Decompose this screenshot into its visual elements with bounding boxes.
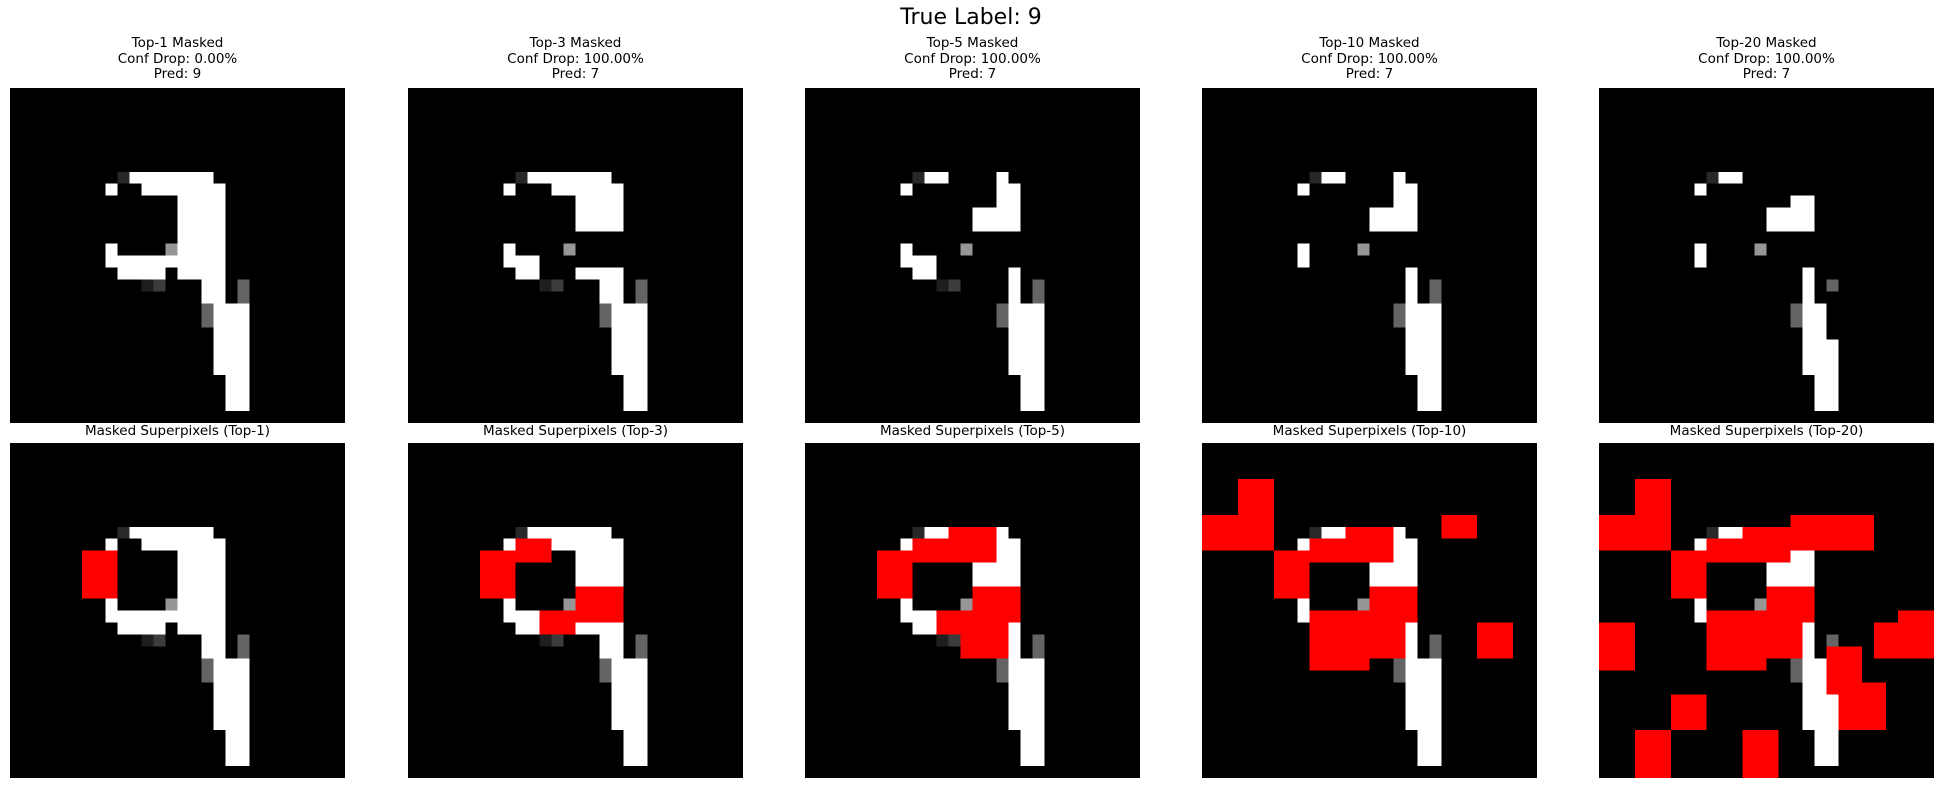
top-panel-title: Top-10 Masked Conf Drop: 100.00% Pred: 7 [1301, 35, 1438, 82]
bottom-panel-title: Masked Superpixels (Top-3) [482, 423, 669, 439]
masked-image [408, 88, 743, 423]
bottom-panel-title: Masked Superpixels (Top-1) [84, 423, 271, 439]
masked-image [1202, 88, 1537, 423]
superpixel-mask-image [1202, 443, 1537, 778]
top-panel-title: Top-3 Masked Conf Drop: 100.00% Pred: 7 [507, 35, 644, 82]
superpixel-mask-image [1599, 443, 1934, 778]
bottom-panel-title: Masked Superpixels (Top-10) [1272, 423, 1467, 439]
superpixel-mask-image [805, 443, 1140, 778]
top-panel-title: Top-1 Masked Conf Drop: 0.00% Pred: 9 [117, 35, 238, 82]
top-panel-title: Top-5 Masked Conf Drop: 100.00% Pred: 7 [904, 35, 1041, 82]
top-panel-title: Top-20 Masked Conf Drop: 100.00% Pred: 7 [1698, 35, 1835, 82]
bottom-panel-title: Masked Superpixels (Top-20) [1669, 423, 1864, 439]
superpixel-mask-image [408, 443, 743, 778]
masked-image [1599, 88, 1934, 423]
superpixel-mask-image [10, 443, 345, 778]
masked-image [805, 88, 1140, 423]
bottom-panel-title: Masked Superpixels (Top-5) [879, 423, 1066, 439]
figure-title: True Label: 9 [900, 5, 1042, 30]
masked-image [10, 88, 345, 423]
